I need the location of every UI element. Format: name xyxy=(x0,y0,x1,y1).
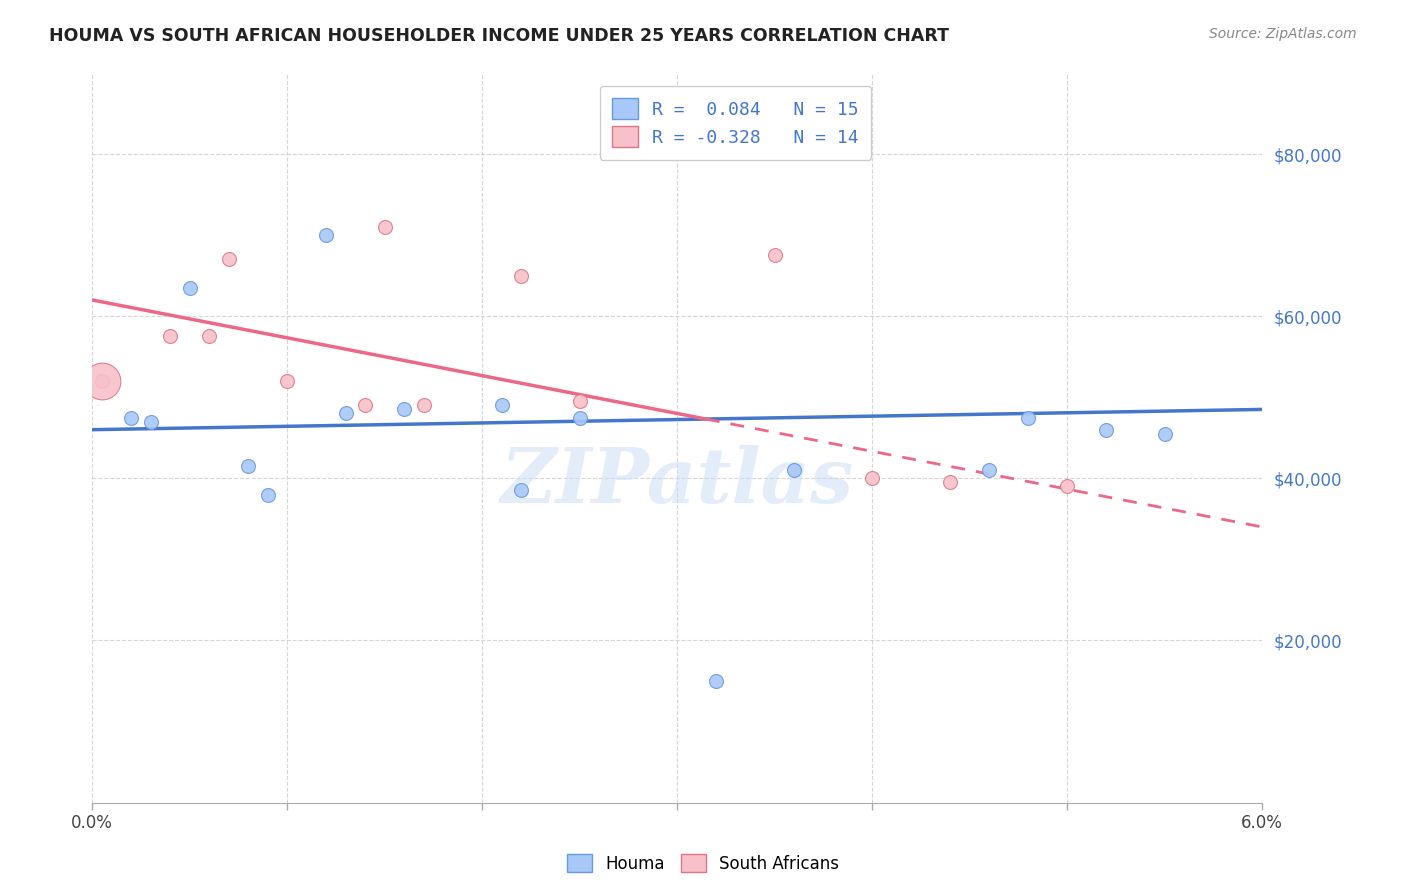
Legend: Houma, South Africans: Houma, South Africans xyxy=(560,847,846,880)
Text: Source: ZipAtlas.com: Source: ZipAtlas.com xyxy=(1209,27,1357,41)
Point xyxy=(276,374,298,388)
Point xyxy=(218,252,240,267)
Point xyxy=(704,673,727,688)
Point xyxy=(1095,423,1118,437)
Point xyxy=(256,487,278,501)
Point xyxy=(939,475,962,490)
Point xyxy=(354,398,377,412)
Point xyxy=(568,410,591,425)
Point xyxy=(510,268,533,283)
Point xyxy=(1153,426,1175,441)
Point xyxy=(568,394,591,409)
Point xyxy=(392,402,415,417)
Point xyxy=(120,410,142,425)
Legend: R =  0.084   N = 15, R = -0.328   N = 14: R = 0.084 N = 15, R = -0.328 N = 14 xyxy=(600,86,872,160)
Point xyxy=(335,407,357,421)
Point xyxy=(763,248,786,262)
Point xyxy=(510,483,533,498)
Point xyxy=(159,329,181,343)
Point xyxy=(238,459,260,474)
Text: HOUMA VS SOUTH AFRICAN HOUSEHOLDER INCOME UNDER 25 YEARS CORRELATION CHART: HOUMA VS SOUTH AFRICAN HOUSEHOLDER INCOM… xyxy=(49,27,949,45)
Point xyxy=(977,463,1000,477)
Point xyxy=(374,219,396,234)
Point xyxy=(783,463,806,477)
Point xyxy=(198,329,221,343)
Point xyxy=(315,228,337,243)
Point xyxy=(139,415,162,429)
Text: ZIPatlas: ZIPatlas xyxy=(501,444,853,518)
Point xyxy=(90,374,112,388)
Point xyxy=(90,374,112,388)
Point xyxy=(860,471,883,485)
Point xyxy=(412,398,434,412)
Point xyxy=(1056,479,1078,493)
Point xyxy=(179,281,201,295)
Point xyxy=(491,398,513,412)
Point xyxy=(1017,410,1039,425)
